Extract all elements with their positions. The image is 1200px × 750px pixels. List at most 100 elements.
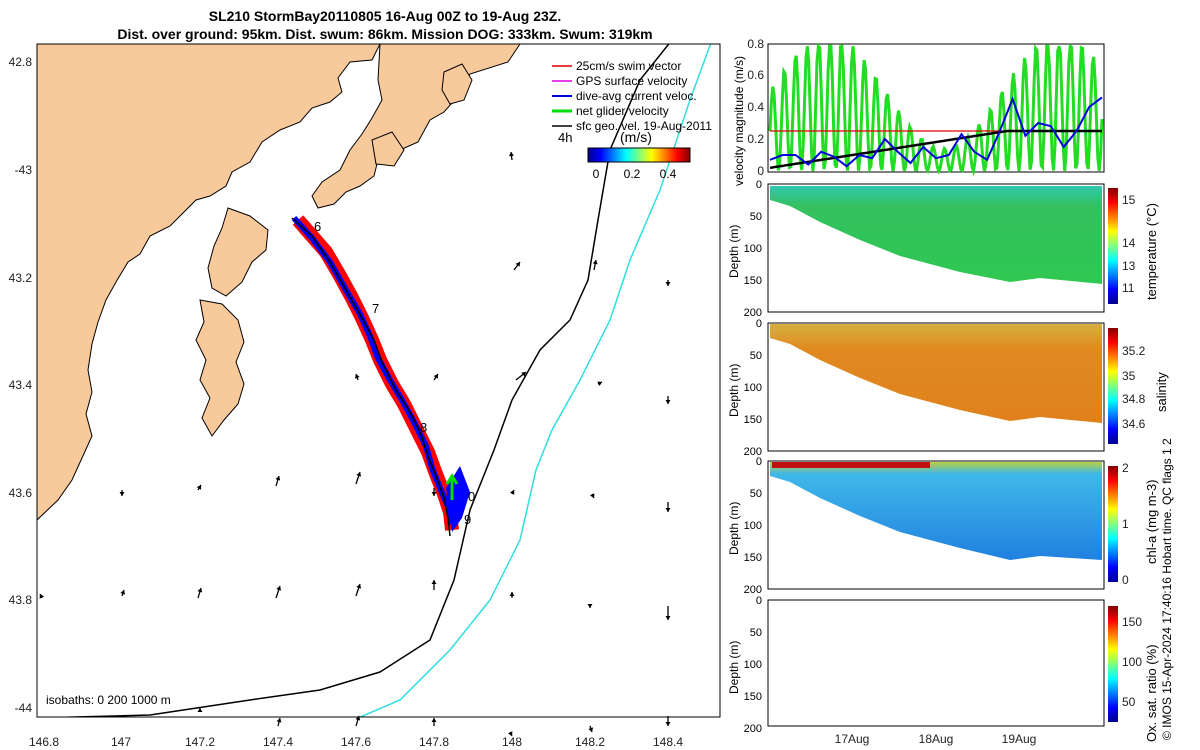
lon-tick: 148.2 xyxy=(575,735,605,749)
depth-tick: 200 xyxy=(744,446,762,458)
copyright-text: © IMOS 15-Apr-2024 17:40:16 Hobart time. xyxy=(1160,508,1174,740)
depth-tick: 150 xyxy=(744,275,762,287)
geo-vel-arrowhead xyxy=(433,374,438,379)
lon-tick: 147.2 xyxy=(185,735,215,749)
legend-geo: sfc geo. vel. 19-Aug-2011 xyxy=(576,119,712,133)
day-marker-6: 6 xyxy=(314,219,321,234)
geo-vel-arrowhead xyxy=(515,262,520,267)
geo-vel-arrowhead xyxy=(431,580,437,584)
geo-vel-arrowhead xyxy=(275,476,281,481)
depth-axes: 0 50 100 150 200 Depth (m) 0 50 100 150 200 Depth (… xyxy=(727,179,762,735)
legend-current: dive-avg current veloc. xyxy=(576,89,697,103)
oxygen-colorbar xyxy=(1108,606,1118,722)
speed-colorbar-bar xyxy=(587,147,691,163)
geo-vel-arrowhead xyxy=(509,592,515,596)
geo-vel-arrowhead xyxy=(509,152,514,157)
chla-colorbar xyxy=(1108,466,1118,582)
chla-cbar-tick: 1 xyxy=(1122,517,1129,531)
colorbar-tick: 0 xyxy=(593,167,600,181)
depth-tick: 0 xyxy=(756,456,762,468)
chla-data xyxy=(770,462,1102,560)
depth-tick: 200 xyxy=(744,307,762,319)
depth-tick: 150 xyxy=(744,414,762,426)
depth-tick: 50 xyxy=(750,627,762,639)
geo-vel-arrowhead xyxy=(120,590,126,595)
chla-cbar-tick: 2 xyxy=(1122,461,1129,475)
map-lon-axis: 146.8 147 147.2 147.4 147.6 147.8 148 14… xyxy=(29,735,683,749)
depth-tick: 100 xyxy=(744,243,762,255)
current-velocity-line xyxy=(769,96,1103,168)
oxygen-plot-area xyxy=(767,599,1105,727)
time-tick: 18Aug xyxy=(919,732,954,746)
depth-label: Depth (m) xyxy=(727,364,741,417)
chart-title-line1: SL210 StormBay20110805 16-Aug 00Z to 19-… xyxy=(208,8,562,24)
geo-vel-arrowhead xyxy=(665,722,671,726)
land-island-2 xyxy=(371,131,405,167)
chart-title-line2: Dist. over ground: 95km. Dist. swum: 86k… xyxy=(117,26,653,42)
chla-surface-maximum xyxy=(772,462,930,468)
depth-tick: 200 xyxy=(744,723,762,735)
net-glider-arrow xyxy=(445,473,459,500)
temperature-data xyxy=(770,186,1102,284)
salinity-label: salinity xyxy=(1154,372,1169,412)
sfc-geo-velocity-arrows xyxy=(39,151,671,737)
depth-label: Depth (m) xyxy=(727,502,741,555)
map-legend: 25cm/s swim vector GPS surface velocity … xyxy=(552,59,712,145)
geo-vel-arrowhead xyxy=(665,508,671,512)
geo-vel-arrowhead xyxy=(356,584,362,589)
ox-cbar-tick: 100 xyxy=(1122,655,1142,669)
geo-vel-arrowhead xyxy=(39,594,45,599)
depth-tick: 50 xyxy=(750,488,762,500)
temp-cbar-tick: 11 xyxy=(1122,281,1135,295)
lat-tick: 43.2 xyxy=(9,271,33,285)
geo-vel-arrowhead xyxy=(356,472,362,477)
depth-label: Depth (m) xyxy=(727,641,741,694)
geo-vel-arrowhead xyxy=(119,492,125,496)
depth-tick: 150 xyxy=(744,691,762,703)
velocity-ylabel: velocity magnitude (m/s) xyxy=(732,56,746,186)
colorbar-tick: 0.4 xyxy=(660,167,677,181)
legend-net: net glider velocity xyxy=(576,104,669,118)
lat-tick: -44 xyxy=(15,701,33,715)
time-tick: 19Aug xyxy=(1002,732,1037,746)
depth-tick: 0 xyxy=(756,318,762,330)
isobath-label: isobaths: 0 200 1000 m xyxy=(46,693,171,707)
lat-tick: 42.8 xyxy=(9,55,33,69)
lat-tick: 43.6 xyxy=(9,486,33,500)
chla-section: 2 1 0 chl-a (mg m-3) xyxy=(767,460,1159,590)
depth-label: Depth (m) xyxy=(727,225,741,278)
geo-vel-arrowhead xyxy=(597,381,602,387)
salinity-colorbar xyxy=(1108,328,1118,444)
lon-tick: 148 xyxy=(502,735,522,749)
map-frame xyxy=(36,43,721,718)
depth-tick: 100 xyxy=(744,520,762,532)
temp-cbar-tick: 15 xyxy=(1122,193,1136,207)
geo-vel-arrowhead xyxy=(665,616,671,620)
isobath-1000m xyxy=(358,44,712,717)
depth-tick: 0 xyxy=(756,179,762,191)
legend-gps: GPS surface velocity xyxy=(576,74,687,88)
land-mainland xyxy=(37,44,381,521)
glider-track xyxy=(291,215,470,537)
depth-tick: 100 xyxy=(744,382,762,394)
land-small-island xyxy=(441,63,473,105)
geo-vel-arrowhead xyxy=(196,485,202,490)
vel-tick: 0.8 xyxy=(747,37,764,51)
lon-tick: 148.4 xyxy=(653,735,683,749)
lat-tick: 43.8 xyxy=(9,593,33,607)
day-marker-9: 9 xyxy=(464,512,471,527)
ox-cbar-tick: 50 xyxy=(1122,695,1136,709)
depth-tick: 100 xyxy=(744,659,762,671)
speed-colorbar: 0 0.2 0.4 xyxy=(587,147,691,181)
temperature-label: temperature (°C) xyxy=(1144,203,1159,300)
land-north-arm xyxy=(207,207,269,297)
time-axis: 17Aug 18Aug 19Aug xyxy=(835,732,1037,746)
temp-cbar-tick: 13 xyxy=(1122,259,1136,273)
chla-label: chl-a (mg m-3) xyxy=(1144,479,1159,564)
depth-tick: 200 xyxy=(744,584,762,596)
map-lat-axis: 42.8 -43 43.2 43.4 43.6 43.8 -44 xyxy=(9,55,33,715)
vel-tick: 0.2 xyxy=(747,132,764,146)
salinity-data xyxy=(770,324,1102,423)
depth-tick: 150 xyxy=(744,552,762,564)
salinity-section: 35.2 35 34.8 34.6 salinity xyxy=(767,322,1169,452)
